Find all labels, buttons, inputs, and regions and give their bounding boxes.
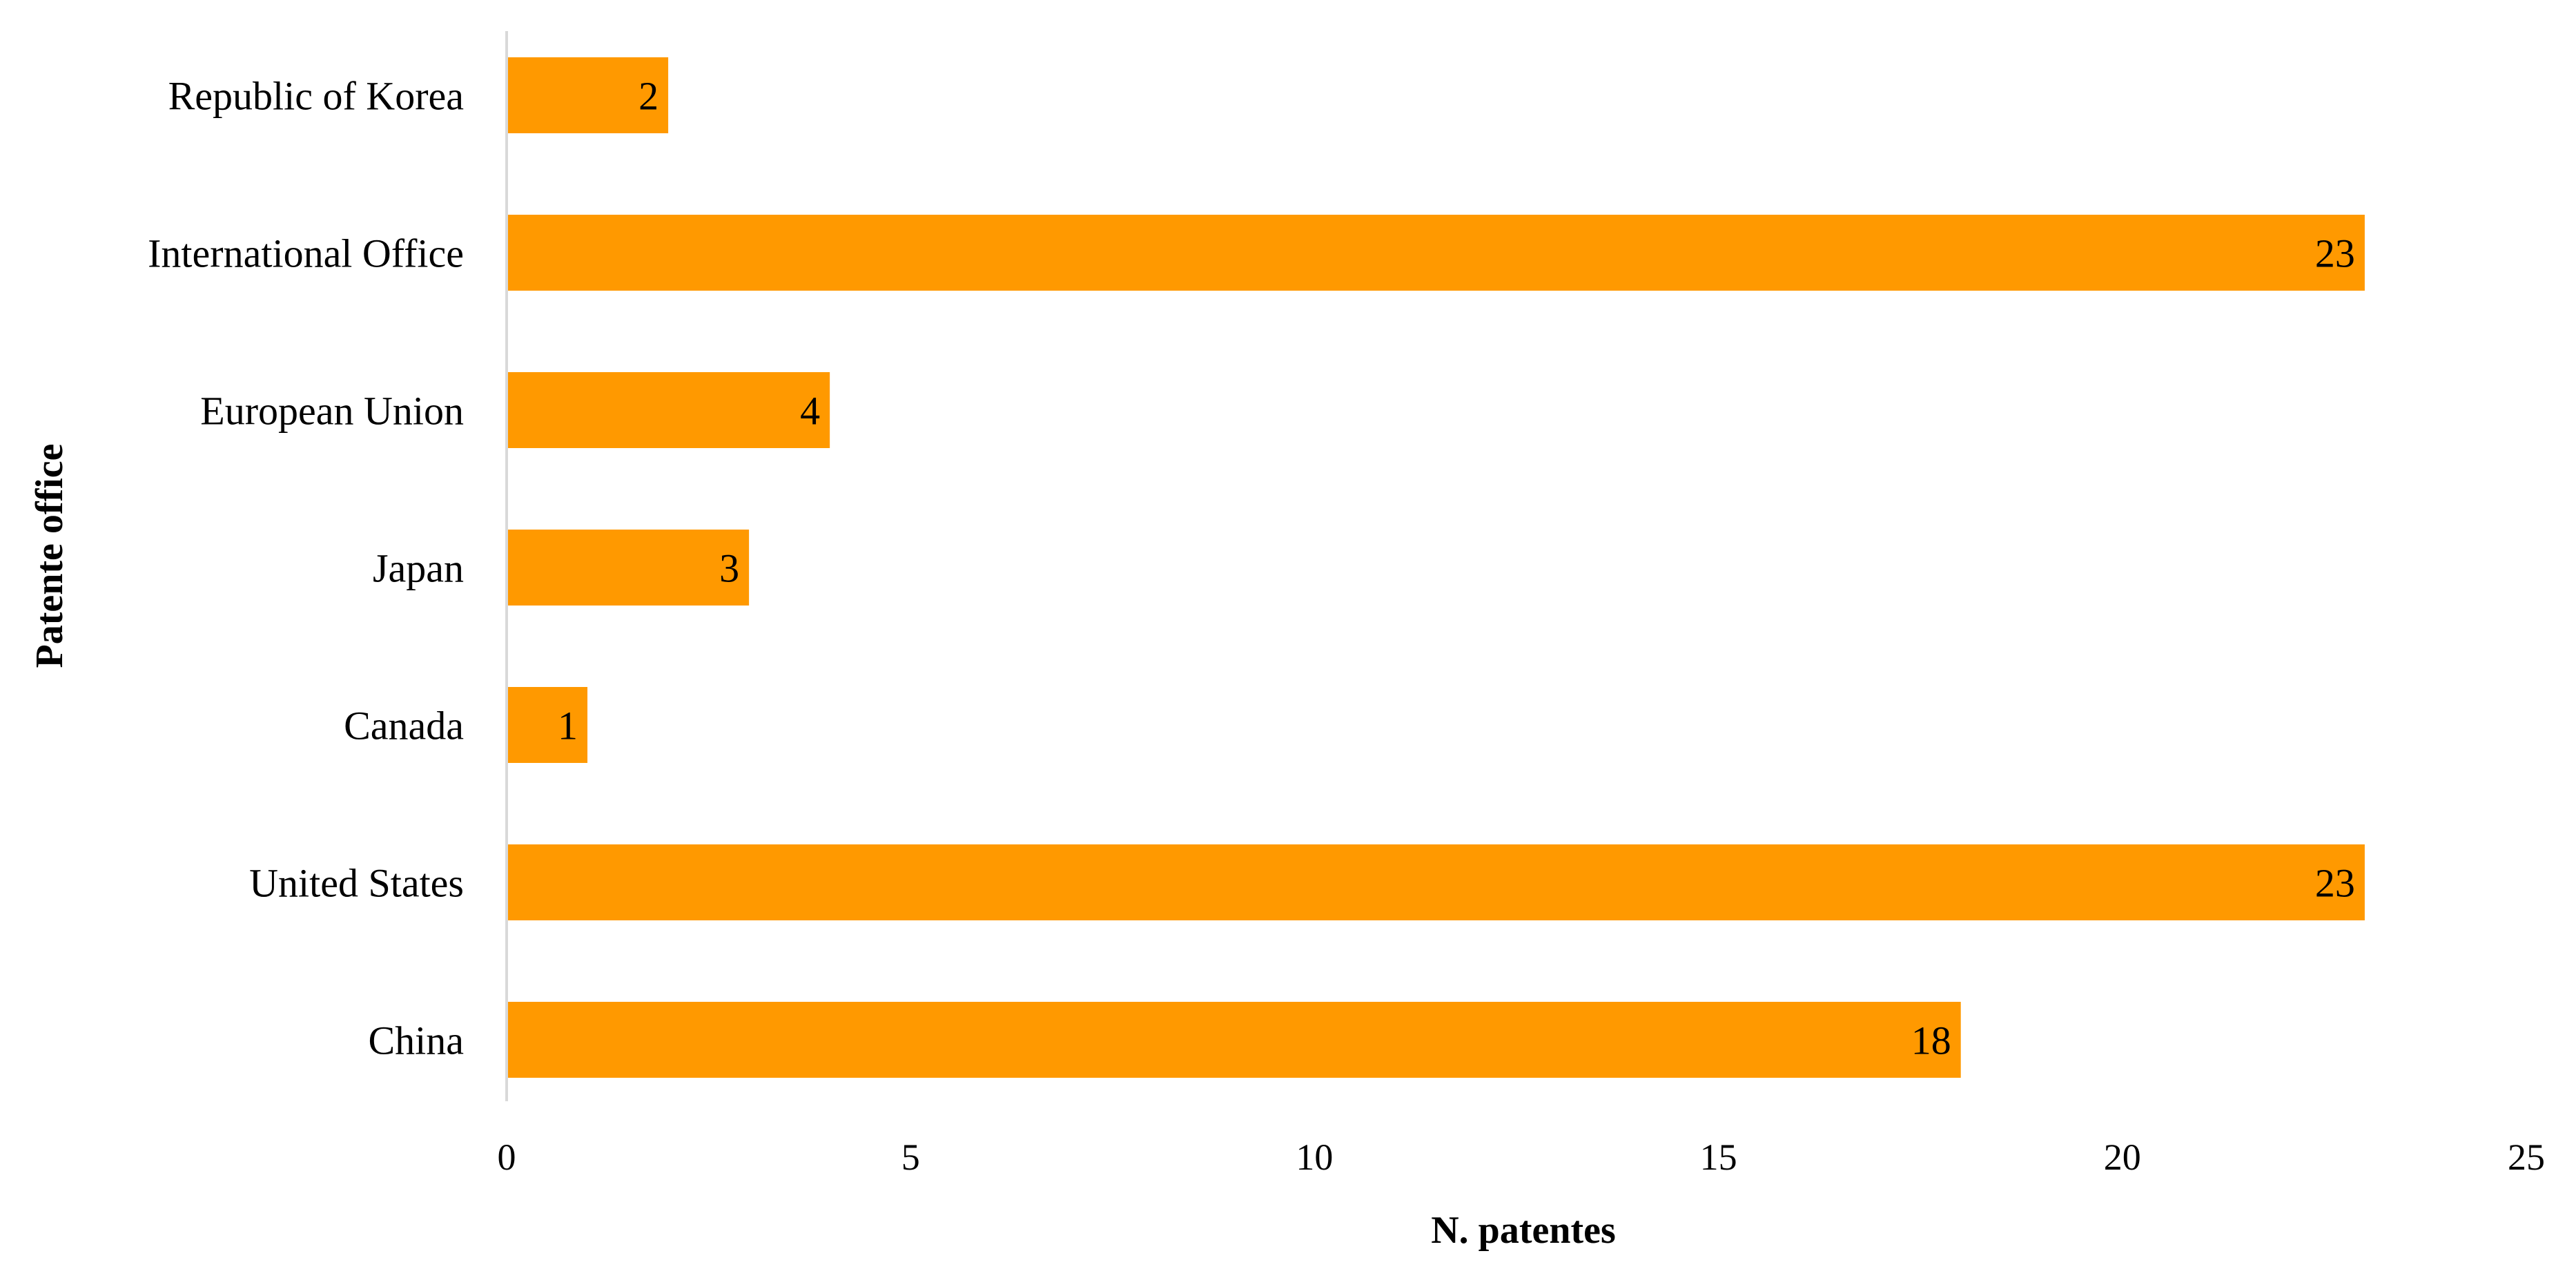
- y-category-label: China: [368, 1018, 464, 1063]
- x-tick-label: 15: [1700, 1136, 1737, 1178]
- bar-european-union: [507, 372, 830, 448]
- x-tick-label: 5: [901, 1136, 920, 1178]
- y-category-label: Japan: [373, 545, 464, 590]
- data-label: 3: [719, 545, 739, 590]
- data-label: 4: [800, 388, 820, 433]
- bar-republic-of-korea: [507, 57, 669, 133]
- x-tick-label: 25: [2508, 1136, 2545, 1178]
- y-category-label: European Union: [200, 388, 464, 433]
- x-tick-label: 0: [498, 1136, 516, 1178]
- data-label: 1: [558, 703, 578, 748]
- x-axis-title: N. patentes: [1431, 1209, 1616, 1252]
- data-label: 23: [2315, 860, 2355, 905]
- y-axis-title: Patente office: [28, 444, 71, 668]
- x-tick-label: 20: [2104, 1136, 2141, 1178]
- y-category-label: Republic of Korea: [168, 73, 464, 118]
- bar-united-states: [507, 844, 2365, 920]
- bar-china: [507, 1002, 1961, 1078]
- bar-international-office: [507, 215, 2365, 291]
- data-label: 18: [1911, 1018, 1951, 1063]
- y-category-label: International Office: [148, 231, 464, 275]
- data-label: 23: [2315, 231, 2355, 275]
- data-labels-layer: 2 23 4 3 1 23 18: [558, 73, 2355, 1063]
- x-tick-labels: 0 5 10 15 20 25: [498, 1136, 2546, 1178]
- y-category-label: Canada: [344, 703, 464, 748]
- x-tick-label: 10: [1296, 1136, 1333, 1178]
- data-label: 2: [638, 73, 658, 118]
- bars-layer: [507, 57, 2365, 1078]
- y-category-labels: Republic of Korea International Office Eur…: [148, 73, 464, 1063]
- bar-japan: [507, 530, 750, 606]
- y-category-label: United States: [249, 860, 464, 905]
- bar-canada: [507, 687, 588, 763]
